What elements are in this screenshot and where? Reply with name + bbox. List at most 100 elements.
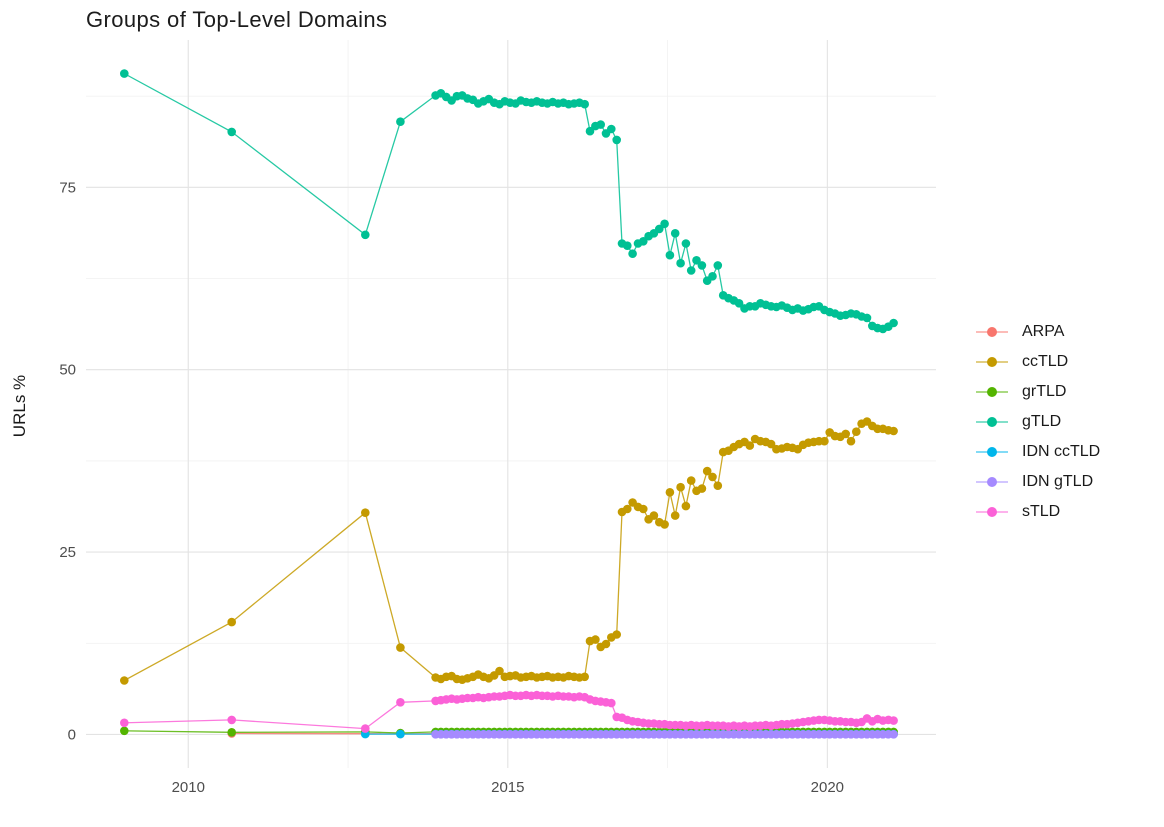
data-point [745,441,755,450]
series-points-gtld [120,69,898,334]
data-point [889,318,898,328]
data-point [396,729,405,739]
data-point [676,482,685,492]
legend-key-icon [976,387,1008,397]
series-line-gtld [123,73,894,330]
data-point [227,127,236,137]
y-axis-title: URLs % [10,374,29,438]
data-point [697,484,707,493]
data-point [596,120,605,129]
data-point [692,255,701,265]
data-point [889,730,898,739]
y-tick-label: 75 [59,179,76,196]
legend-item-idn-gtld: IDN gTLD [975,472,1100,492]
data-point [580,99,589,109]
data-point [846,436,856,446]
legend-key-icon [976,477,1008,487]
data-point [708,472,717,482]
y-tick-label: 50 [59,362,76,379]
legend-label: sTLD [1022,503,1061,520]
legend-label: IDN gTLD [1022,473,1094,490]
data-point [889,716,898,725]
data-point [639,237,648,246]
data-point [227,715,236,725]
data-point [120,676,129,685]
data-point [766,439,776,449]
data-point [686,476,696,485]
legend-key-icon [976,327,1008,337]
data-point [670,229,680,238]
legend: ARPA ccTLD grTLD gTLD IDN ccTLD IDN gTLD sTLD [975,322,1100,522]
legend-label: gTLD [1022,413,1062,430]
data-point [120,726,129,736]
series-points-stld [120,690,898,733]
legend-item-idn-cctld: IDN ccTLD [975,442,1100,462]
data-point [649,511,659,520]
legend-label: grTLD [1022,383,1067,400]
data-point [585,126,595,136]
data-point [623,241,632,250]
legend-label: ccTLD [1022,353,1069,370]
data-point [665,488,675,497]
legend-key-icon [976,447,1008,457]
data-point [820,436,829,446]
data-point [361,230,370,240]
data-point [361,724,370,733]
data-point [396,643,405,652]
data-point [708,272,717,281]
data-point [396,117,405,126]
legend-key-icon [976,507,1008,517]
data-point [681,239,691,248]
series-line-cctld [123,420,894,682]
data-point [660,520,669,529]
data-point [580,672,589,682]
data-point [628,249,637,258]
data-point [120,69,129,78]
data-point [623,504,632,514]
data-point [361,508,370,517]
legend-item-gtld: gTLD [975,412,1100,432]
data-point [591,635,600,644]
legend-key-icon [976,357,1008,367]
data-point [612,630,621,639]
data-point [713,261,723,270]
legend-item-stld: sTLD [975,502,1100,522]
data-point [676,258,685,268]
legend-key-icon [976,417,1008,427]
data-point [889,426,898,436]
x-tick-label: 2020 [811,779,844,796]
data-point [686,266,696,275]
legend-item-arpa: ARPA [975,322,1100,342]
y-tick-label: 0 [68,726,76,743]
data-point [665,250,675,260]
x-tick-label: 2010 [172,779,205,796]
data-point [660,219,669,229]
data-point [495,666,504,676]
data-point [681,501,691,511]
legend-label: IDN ccTLD [1022,443,1101,460]
data-point [601,639,611,649]
data-point [852,427,861,437]
data-point [862,313,872,323]
data-point [227,617,236,627]
data-point [655,224,664,234]
data-point [607,698,616,708]
data-point [713,481,723,491]
legend-item-cctld: ccTLD [975,352,1100,372]
data-point [612,135,621,145]
data-point [227,728,236,737]
x-tick-label: 2015 [491,779,524,796]
y-tick-label: 25 [59,544,76,561]
data-point [702,466,712,476]
data-point [120,718,129,728]
data-point [670,511,680,520]
data-point [697,261,707,270]
data-point [734,299,744,308]
chart-title: Groups of Top-Level Domains [86,7,388,32]
legend-label: ARPA [1022,323,1065,340]
series-points-idn-gtld [431,730,898,739]
data-point [841,429,850,439]
data-point [396,698,405,707]
